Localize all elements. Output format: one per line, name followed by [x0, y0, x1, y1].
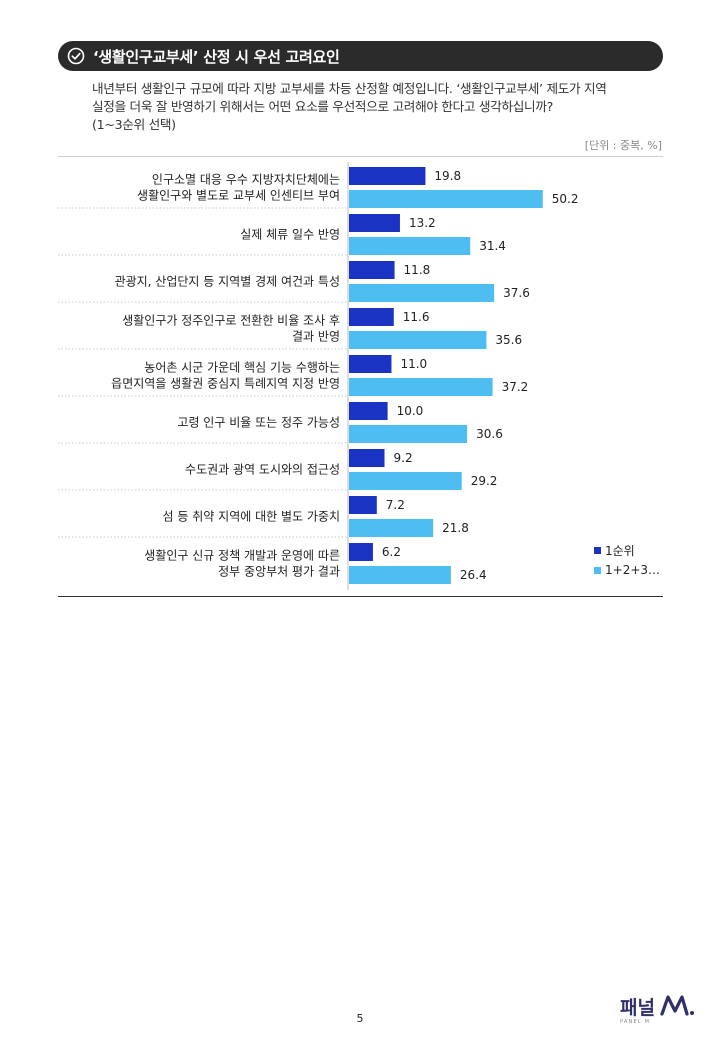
chart-legend: 1순위 1+2+3…	[594, 540, 660, 580]
bar-total	[349, 472, 462, 490]
data-label-first: 9.2	[394, 451, 413, 465]
data-label-total: 35.6	[495, 333, 522, 347]
data-label-first: 11.8	[404, 263, 431, 277]
bar-first	[349, 543, 373, 561]
logo-dot	[690, 1011, 694, 1015]
bottom-divider	[58, 596, 663, 597]
page-number: 5	[356, 1012, 364, 1025]
data-label-total: 29.2	[471, 474, 498, 488]
question-line-3: (1~3순위 선택)	[92, 117, 176, 132]
bar-total	[349, 190, 543, 208]
data-label-first: 13.2	[409, 216, 436, 230]
bar-total	[349, 237, 471, 255]
logo-text: 패널	[620, 997, 655, 1019]
data-label-first: 6.2	[382, 545, 401, 559]
data-label-first: 11.0	[400, 357, 427, 371]
category-label: 수도권과 광역 도시와의 접근성	[185, 463, 340, 477]
data-label-total: 26.4	[460, 568, 487, 582]
section-title: ‘생활인구교부세’ 산정 시 우선 고려요인	[93, 47, 340, 66]
category-label-line: 관광지, 산업단지 등 지역별 경제 여건과 특성	[115, 275, 340, 289]
logo-subtext: PANEL M	[620, 1019, 650, 1025]
survey-question: 내년부터 생활인구 규모에 따라 지방 교부세를 차등 산정할 예정입니다. ‘…	[92, 80, 664, 134]
legend-label-total: 1+2+3…	[605, 563, 661, 577]
category-label-line: 인구소멸 대응 우수 지방자치단체에는	[152, 173, 340, 187]
legend-label-first: 1순위	[605, 543, 635, 558]
bar-total	[349, 566, 451, 584]
category-label-line: 생활인구와 별도로 교부세 인센티브 부여	[137, 189, 340, 203]
category-label-line: 정부 중앙부처 평가 결과	[218, 565, 340, 579]
logo-m-mark	[660, 995, 689, 1016]
section-header: ‘생활인구교부세’ 산정 시 우선 고려요인	[58, 41, 663, 71]
data-label-total: 50.2	[552, 192, 579, 206]
unit-label: [단위 : 중복, %]	[584, 139, 662, 152]
category-label: 실제 체류 일수 반영	[240, 228, 340, 242]
category-label-line: 생활인구가 정주인구로 전환한 비율 조사 후	[122, 314, 340, 328]
question-line-1: 내년부터 생활인구 규모에 따라 지방 교부세를 차등 산정할 예정입니다. ‘…	[92, 81, 607, 96]
category-label-line: 섬 등 취약 지역에 대한 별도 가중치	[163, 509, 340, 524]
bar-first	[349, 402, 388, 420]
bar-first	[349, 214, 400, 232]
bar-first	[349, 308, 394, 326]
bar-first	[349, 449, 385, 467]
category-label-line: 실제 체류 일수 반영	[240, 228, 340, 242]
category-label-line: 고령 인구 비율 또는 정주 가능성	[177, 416, 340, 430]
bar-first	[349, 355, 392, 373]
category-label-line: 농어촌 시군 가운데 핵심 기능 수행하는	[144, 360, 340, 375]
data-label-total: 37.2	[502, 380, 529, 394]
category-label-line: 생활인구 신규 정책 개발과 운영에 따른	[144, 548, 340, 563]
legend-swatch-total	[594, 566, 601, 574]
legend-item-total: 1+2+3…	[594, 560, 660, 580]
data-label-first: 19.8	[434, 169, 461, 183]
bar-total	[349, 284, 495, 302]
category-label: 관광지, 산업단지 등 지역별 경제 여건과 특성	[115, 275, 340, 289]
bar-total	[349, 425, 468, 443]
data-label-total: 37.6	[503, 286, 530, 300]
category-label-line: 결과 반영	[292, 330, 340, 344]
data-label-total: 21.8	[442, 521, 469, 535]
bar-total	[349, 519, 434, 537]
data-label-first: 7.2	[386, 498, 405, 512]
bar-first	[349, 167, 426, 185]
question-line-2: 실정을 더욱 잘 반영하기 위해서는 어떤 요소를 우선적으로 고려해야 한다고…	[92, 99, 554, 114]
bar-total	[349, 378, 493, 396]
bar-first	[349, 496, 377, 514]
top-divider	[58, 156, 663, 157]
data-label-first: 11.6	[403, 310, 430, 324]
bar-total	[349, 331, 487, 349]
category-label: 섬 등 취약 지역에 대한 별도 가중치	[163, 509, 340, 524]
category-label-line: 수도권과 광역 도시와의 접근성	[185, 463, 340, 477]
legend-item-first: 1순위	[594, 540, 660, 560]
category-label: 고령 인구 비율 또는 정주 가능성	[177, 416, 340, 430]
panel-m-logo: 패널 PANEL M	[620, 995, 694, 1025]
data-label-total: 31.4	[479, 239, 506, 253]
legend-swatch-first	[594, 546, 601, 554]
data-label-total: 30.6	[476, 427, 503, 441]
data-label-first: 10.0	[397, 404, 424, 418]
bar-first	[349, 261, 395, 279]
check-circle-icon	[67, 47, 85, 65]
category-label-line: 읍면지역을 생활권 중심지 특례지역 지정 반영	[111, 377, 340, 391]
